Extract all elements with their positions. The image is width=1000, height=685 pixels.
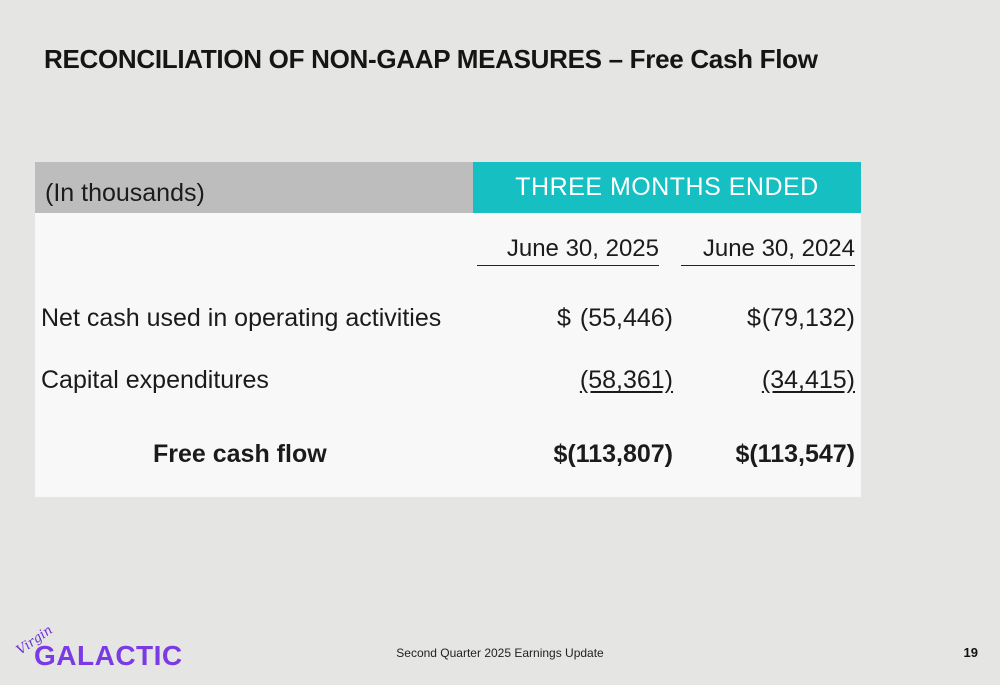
unit-label: (In thousands) — [45, 179, 205, 207]
free-cash-flow-table: (In thousands) THREE MONTHS ENDED June 3… — [35, 162, 861, 497]
row-label-operating-activities: Net cash used in operating activities — [41, 304, 442, 332]
unit-header-cell: (In thousands) — [35, 162, 473, 213]
column-header-2025: June 30, 2025 — [477, 235, 659, 266]
cell-value: $(113,807) — [553, 440, 673, 468]
row-label-free-cash-flow: Free cash flow — [153, 440, 327, 468]
cell-value: (58,361) — [579, 366, 673, 394]
currency-symbol: $ — [747, 304, 761, 332]
virgin-galactic-logo: Virgin GALACTIC — [14, 623, 182, 674]
logo-brand-text: GALACTIC — [34, 640, 183, 671]
cell-value: (55,446) — [579, 304, 673, 332]
cell-value: $(113,547) — [735, 440, 855, 468]
period-header: THREE MONTHS ENDED — [473, 162, 861, 213]
currency-symbol: $ — [557, 304, 571, 332]
cell-value: (34,415) — [761, 366, 855, 394]
cell-value: (79,132) — [761, 304, 855, 332]
column-header-2024: June 30, 2024 — [681, 235, 855, 266]
footer-caption: Second Quarter 2025 Earnings Update — [396, 646, 604, 660]
row-label-capital-expenditures: Capital expenditures — [41, 366, 269, 394]
page-number: 19 — [963, 645, 978, 660]
page-title: RECONCILIATION OF NON-GAAP MEASURES – Fr… — [44, 44, 818, 74]
